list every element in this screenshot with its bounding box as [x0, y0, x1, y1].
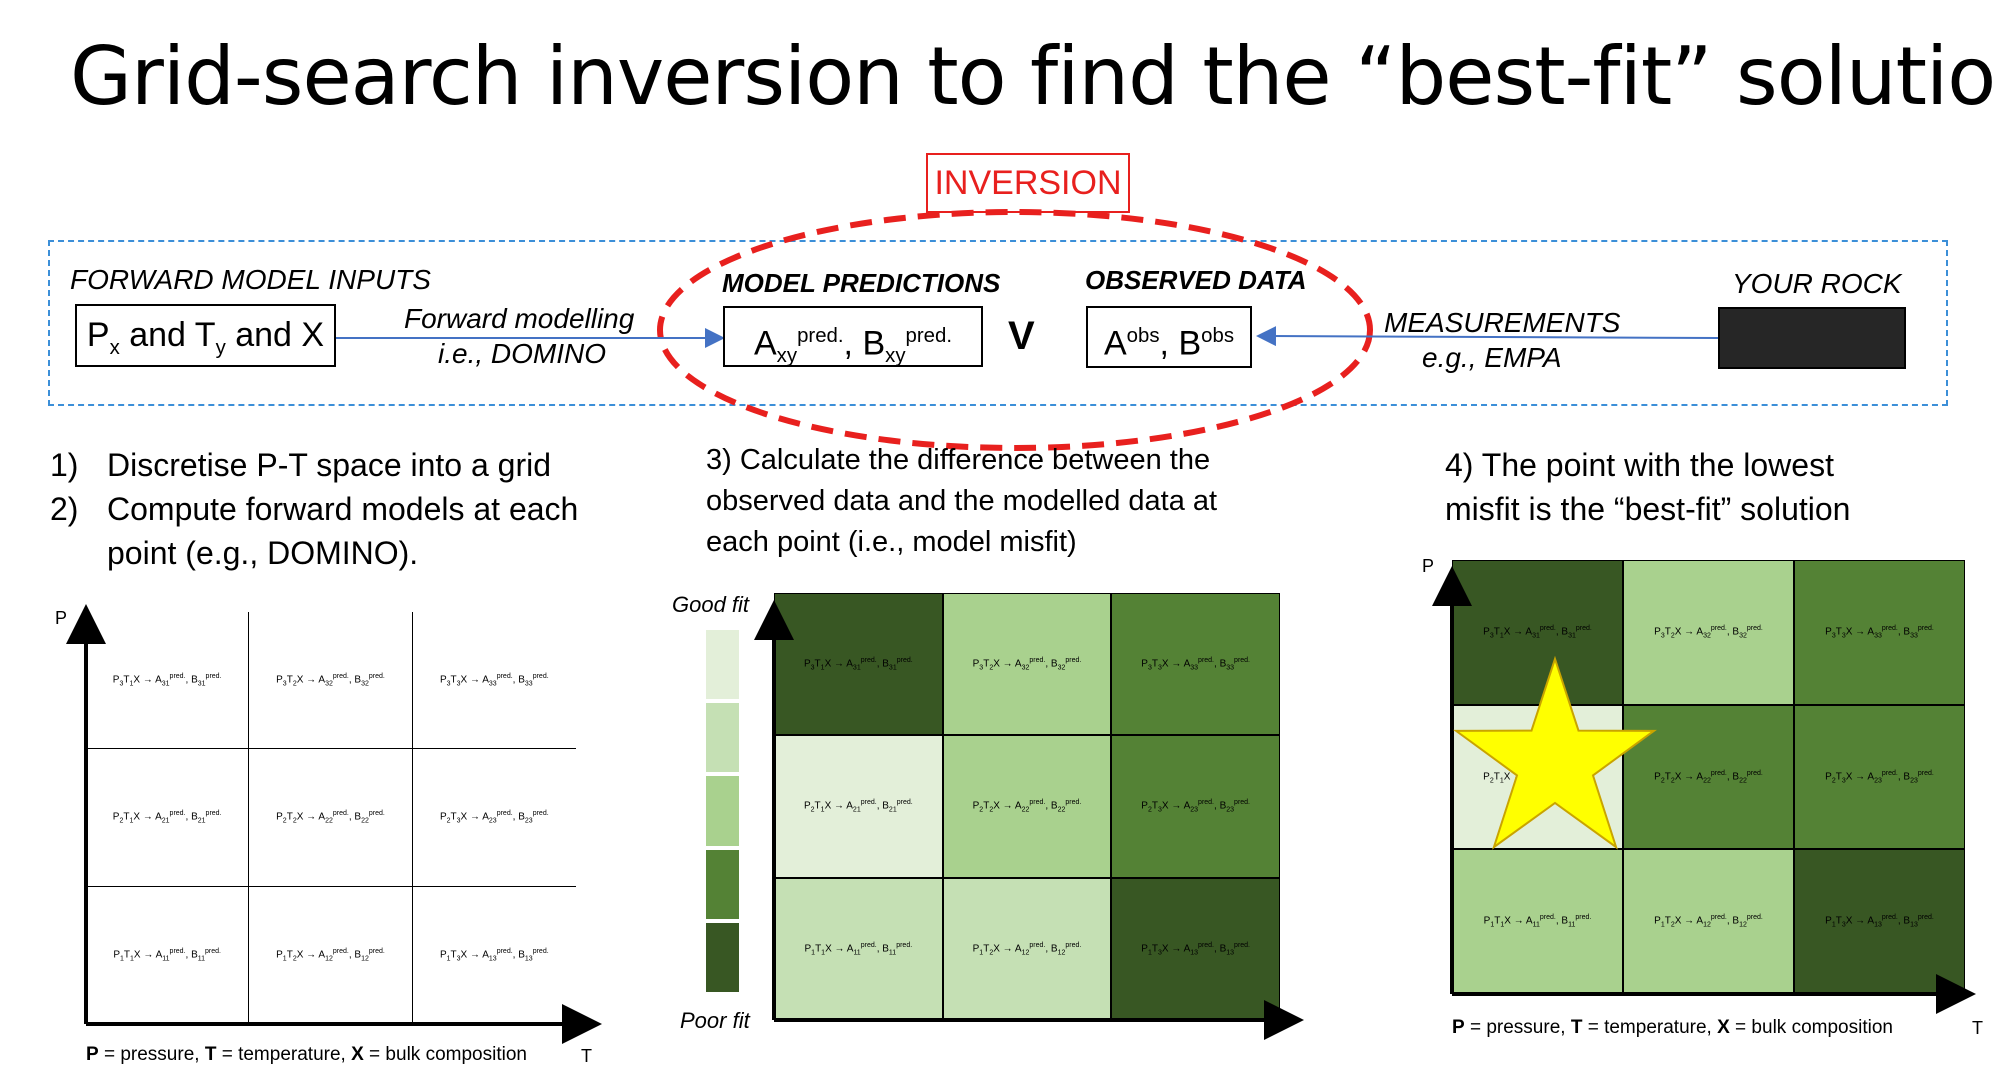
page-title: Grid-search inversion to find the “best-…: [70, 30, 1999, 123]
pipeline-frame: [48, 240, 1948, 406]
observed-box: Aobs, Bobs: [1086, 306, 1252, 368]
grid-cell: P3T3X → A33pred., B33pred.: [1111, 593, 1280, 736]
panel1-t-label: T: [581, 1046, 592, 1066]
measurements-label-1: MEASUREMENTS: [1384, 307, 1621, 338]
grid-cell: P3T2X → A32pred., B32pred.: [942, 593, 1112, 736]
grid-cell: P3T2X → A32pred., B32pred.: [1623, 560, 1794, 705]
predictions-box: Axypred., Bxypred.: [723, 306, 983, 367]
grid-cell: P1T3X → A13pred., B13pred.: [439, 948, 549, 963]
fit-scale-swatch: [706, 703, 739, 773]
fit-scale-swatch: [706, 922, 739, 992]
grid-cell: P1T1X → A11pred., B11pred.: [1452, 849, 1623, 994]
panel3-caption: P = pressure, T = temperature, X = bulk …: [1452, 1017, 1893, 1038]
rock-sample: [1718, 307, 1906, 369]
predictions-heading: MODEL PREDICTIONS: [722, 268, 1001, 298]
fit-colour-scale: [706, 628, 739, 994]
grid-cell: P1T3X → A13pred., B13pred.: [1794, 849, 1965, 994]
step-1-text: Discretise P-T space into a grid: [107, 447, 552, 483]
inversion-ellipse: [657, 209, 1373, 451]
fit-scale-swatch: [706, 776, 739, 846]
misfit-grid-panel: P3T1X → A31pred., B31pred. P3T2X → A32pre…: [774, 593, 1280, 1020]
panel1-p-label: P: [55, 608, 68, 628]
panel1-caption: P = pressure, T = temperature, X = bulk …: [86, 1044, 527, 1065]
step-4-line-2: misfit is the “best-fit” solution: [1445, 491, 1851, 527]
grid-cell: P3T2X → A32pred., B32pred.: [249, 612, 413, 750]
grid-cell: P3T1X → A31pred., B31pred.: [774, 593, 943, 736]
step-3-line-1: 3) Calculate the difference between the: [706, 444, 1211, 476]
forward-label-2: i.e., DOMINO: [438, 338, 607, 369]
step-2-text-2: point (e.g., DOMINO).: [107, 535, 419, 571]
step-2-text-1: Compute forward models at each: [107, 491, 579, 527]
grid-cell: P2T1X → A21pred., B21pred.: [86, 749, 250, 887]
measurements-label-2: e.g., EMPA: [1422, 342, 1562, 373]
grid-cell: P2T3X → A23pred., B23pred.: [1111, 735, 1280, 878]
grid-cell: P2T2X → A22pred., B22pred.: [942, 735, 1112, 878]
measurement-arrow: [1256, 326, 1719, 347]
good-fit-label: Good fit: [672, 592, 750, 617]
grid-cell: P3T3X → A33pred., B33pred.: [1794, 560, 1965, 705]
fit-scale-swatch: [706, 630, 739, 700]
forward-label-1: Forward modelling: [404, 303, 635, 334]
poor-fit-label: Poor fit: [680, 1008, 750, 1033]
grid-cell: P2T2X → A22pred., B22pred.: [1623, 704, 1794, 850]
fit-scale-swatch: [706, 849, 739, 919]
rock-heading: YOUR ROCK: [1732, 268, 1902, 299]
step-1-number: 1): [50, 447, 79, 483]
step-3-line-2: observed data and the modelled data at: [706, 485, 1218, 517]
panel3-t-label: T: [1972, 1018, 1983, 1038]
grid-cell: P3T3X → A33pred., B33pred.: [412, 612, 576, 750]
panel3-p-label: P: [1422, 556, 1435, 576]
grid-cell: P3T1X → A31pred., B31pred.: [86, 612, 250, 750]
grid-cell: P2T1X → A21pred., B21pred.: [774, 735, 943, 878]
grid-cell: P1T3X → A13pred., B13pred.: [1111, 877, 1280, 1020]
inputs-box: Px and Ty and X: [75, 304, 336, 367]
inputs-heading: FORWARD MODEL INPUTS: [70, 264, 431, 295]
step-2-number: 2): [50, 491, 79, 527]
pt-grid-panel: P3T1X → A31pred., B31pred. P3T2X → A32pre…: [86, 612, 576, 1024]
grid-cell: P1T2X → A12pred., B12pred.: [1623, 849, 1794, 994]
grid-cell: P2T2X → A22pred., B22pred.: [249, 749, 413, 887]
observed-heading: OBSERVED DATA: [1085, 265, 1307, 295]
step-4-line-1: 4) The point with the lowest: [1445, 447, 1834, 483]
grid-cell: P2T3X → A23pred., B23pred.: [412, 749, 576, 887]
step-3-line-3: each point (i.e., model misfit): [706, 526, 1077, 558]
grid-cell: P1T1X → A11pred., B11pred.: [86, 886, 250, 1024]
best-fit-star-icon: [1453, 655, 1657, 850]
versus-label: V: [1008, 314, 1035, 358]
grid-cell: P1T2X → A12pred., B12pred.: [249, 886, 413, 1024]
grid-cell: P2T3X → A23pred., B23pred.: [1794, 704, 1965, 850]
